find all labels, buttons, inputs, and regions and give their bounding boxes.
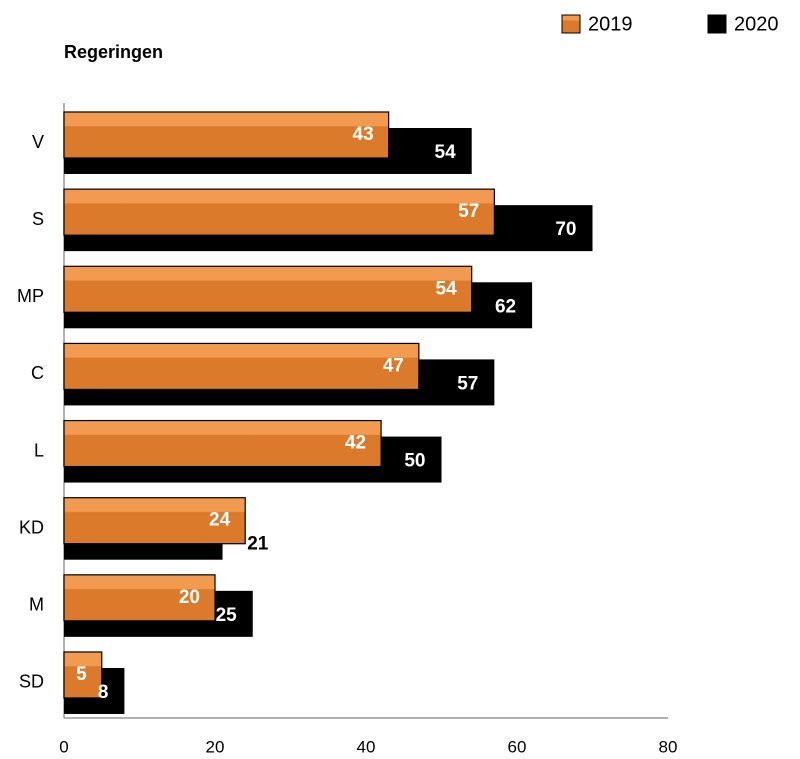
y-tick-label: C bbox=[31, 363, 44, 383]
value-label: 54 bbox=[435, 142, 457, 163]
bar bbox=[63, 188, 495, 236]
value-label: 21 bbox=[247, 534, 269, 555]
value-label: 57 bbox=[457, 373, 478, 394]
value-label: 62 bbox=[495, 296, 516, 317]
legend-swatch bbox=[707, 14, 727, 34]
value-label: 50 bbox=[404, 451, 425, 472]
y-tick-label: S bbox=[32, 209, 44, 229]
chart-title: Regeringen bbox=[64, 42, 163, 62]
value-label: 70 bbox=[555, 219, 576, 240]
bar bbox=[63, 265, 473, 313]
value-label: 8 bbox=[98, 682, 109, 703]
bar bbox=[63, 342, 420, 391]
value-label: 47 bbox=[383, 355, 404, 376]
value-label: 54 bbox=[436, 278, 458, 299]
value-label: 24 bbox=[209, 510, 231, 531]
bar bbox=[63, 111, 390, 159]
x-tick-label: 60 bbox=[508, 737, 527, 756]
y-tick-label: MP bbox=[17, 286, 44, 306]
value-label: 57 bbox=[458, 201, 479, 222]
x-tick-label: 20 bbox=[206, 737, 225, 756]
value-label: 43 bbox=[353, 124, 374, 145]
x-tick-label: 40 bbox=[357, 737, 376, 756]
bar bbox=[63, 651, 103, 699]
value-label: 42 bbox=[345, 433, 366, 454]
y-tick-label: L bbox=[34, 440, 44, 460]
y-tick-label: SD bbox=[19, 672, 44, 692]
bar bbox=[63, 419, 382, 468]
value-label: 25 bbox=[216, 605, 238, 626]
y-tick-label: V bbox=[32, 132, 44, 152]
y-tick-label: KD bbox=[19, 517, 44, 537]
y-tick-label: M bbox=[29, 595, 44, 615]
legend-label: 2020 bbox=[734, 13, 779, 35]
x-tick-label: 80 bbox=[659, 737, 678, 756]
x-tick-label: 0 bbox=[59, 737, 68, 756]
legend-label: 2019 bbox=[588, 13, 633, 35]
legend-swatch bbox=[561, 14, 581, 34]
bar bbox=[63, 574, 216, 622]
value-label: 5 bbox=[76, 664, 87, 685]
value-label: 20 bbox=[179, 587, 200, 608]
bar bbox=[63, 497, 246, 545]
